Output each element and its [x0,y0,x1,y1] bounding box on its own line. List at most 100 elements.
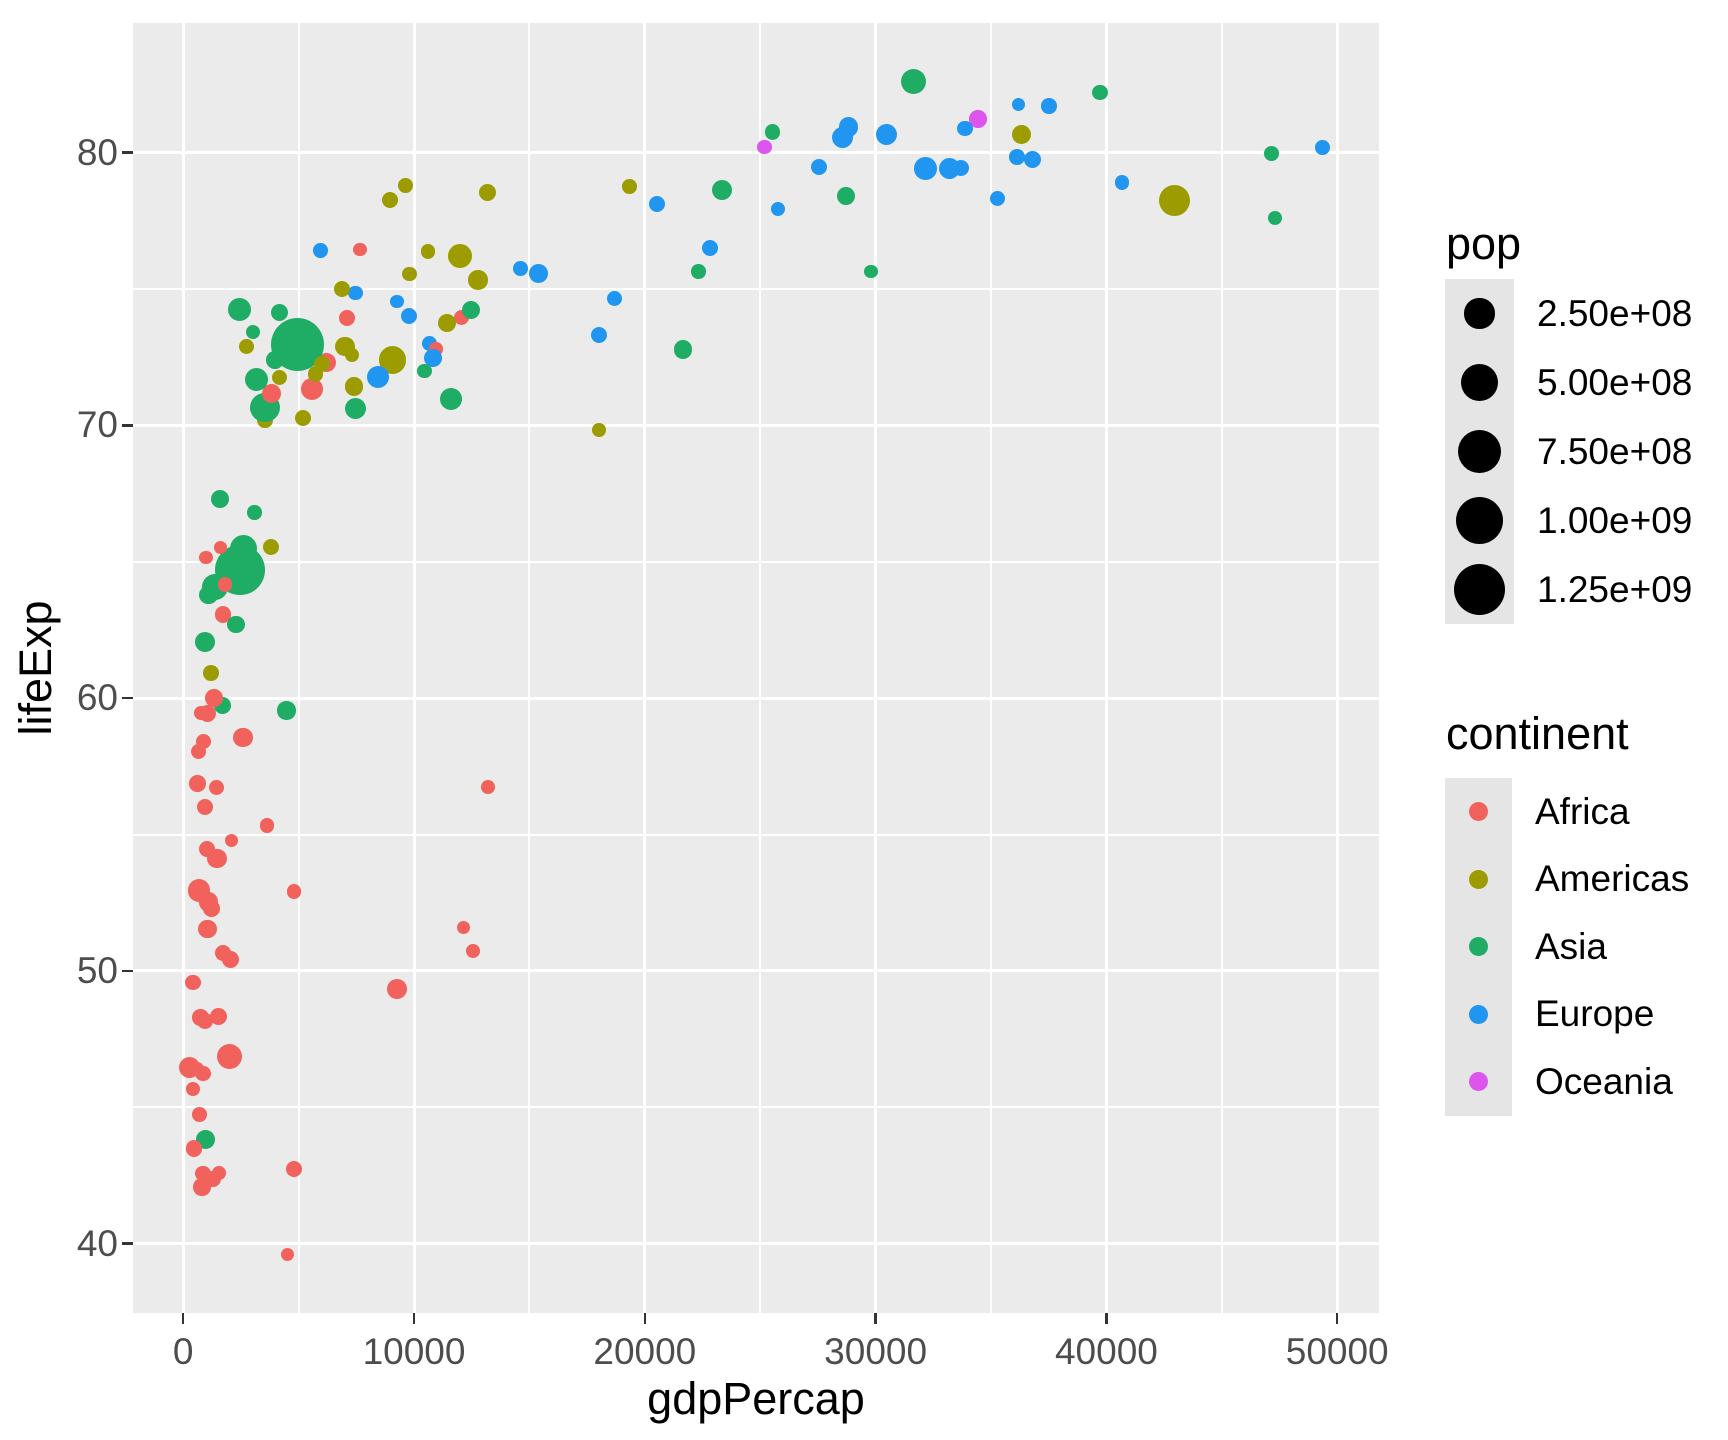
data-point [333,280,351,298]
data-point [271,303,289,322]
minor-gridline-y [133,287,1379,290]
pop-legend-title: pop [1446,218,1522,269]
x-tick-label: 0 [172,1331,194,1372]
data-point [367,365,390,388]
y-tick-mark [122,1242,133,1245]
data-point [757,139,772,155]
data-point [217,577,233,592]
legend-label: Asia [1535,925,1607,967]
data-point [417,363,432,379]
data-point [481,780,495,794]
data-point [989,190,1005,206]
data-point [307,366,324,382]
data-point [277,701,296,720]
data-point [213,540,227,554]
data-point [259,818,275,834]
x-tick-mark [643,1313,647,1324]
data-point [1011,98,1025,112]
continent-legend-row: Asia [1445,913,1689,981]
data-point [216,1043,243,1070]
data-point [590,326,607,343]
data-point [938,157,961,179]
data-point [423,348,442,367]
data-point [194,631,216,652]
data-point [1092,84,1108,100]
x-tick-mark [874,1313,877,1324]
data-point [203,665,219,681]
pop-legend: 2.50e+08 5.00e+08 7.50e+08 1.00e+09 1.25e+09 [1445,279,1692,624]
y-tick-label: 40 [76,1222,118,1264]
data-point [195,1065,212,1082]
continent-dot [1469,802,1488,822]
data-point [402,266,417,282]
data-point [457,921,471,935]
legend-label: Oceania [1535,1060,1673,1102]
data-point [196,1013,213,1030]
data-point [210,1007,228,1026]
data-point [199,585,218,604]
data-point [300,377,324,401]
major-gridline-x [1335,23,1339,1313]
data-point [387,978,408,999]
x-tick-mark [1105,1313,1108,1324]
data-point [196,798,213,815]
data-point [1009,149,1025,166]
data-point [204,688,223,707]
data-point [390,294,404,309]
major-gridline-x [643,23,647,1313]
y-tick-mark [122,424,133,427]
data-point [285,1161,303,1178]
continent-legend-row: Europe [1445,980,1689,1048]
data-point [208,779,225,796]
data-point [621,179,637,195]
x-tick-label: 40000 [1054,1331,1158,1372]
pop-size-dot [1464,298,1495,329]
data-point [198,704,217,723]
data-point [287,884,302,899]
data-point [189,775,206,792]
data-point [312,242,328,258]
major-gridline-x [1104,23,1108,1313]
data-point [198,919,217,939]
data-point [185,1140,203,1157]
data-point [1158,184,1191,217]
data-point [969,109,987,128]
data-point [1263,145,1279,161]
data-point [192,1106,207,1122]
pop-legend-row: 1.25e+09 [1445,555,1692,624]
data-point [199,840,216,858]
legend-key [1445,348,1514,417]
data-point [245,367,269,391]
x-tick-mark [1335,1313,1339,1324]
continent-dot [1469,869,1488,889]
pop-legend-row: 2.50e+08 [1445,279,1692,348]
data-point [810,158,827,175]
minor-gridline-y [133,833,1379,836]
data-point [702,240,719,257]
legend-label: Americas [1535,858,1690,900]
major-gridline-y [133,696,1379,700]
data-point [185,1081,201,1096]
pop-size-dot [1453,563,1506,616]
data-point [1011,125,1031,145]
data-point [673,340,693,359]
y-axis-title: lifeExp [10,600,61,736]
data-point [261,384,281,404]
data-point [1267,211,1283,226]
y-tick-mark [122,969,133,973]
legend-label: Europe [1535,993,1655,1035]
major-gridline-y [133,423,1379,427]
minor-gridline-x [990,23,992,1313]
legend-label: 1.25e+09 [1537,568,1693,610]
major-gridline-y [133,969,1379,973]
minor-gridline-x [297,23,300,1313]
data-point [214,606,231,623]
y-tick-mark [122,696,133,700]
legend-label: 2.50e+08 [1537,292,1693,334]
data-point [224,833,238,847]
data-point [294,410,312,427]
data-point [875,123,898,146]
data-point [764,124,780,140]
legend-key [1445,279,1514,348]
data-point [1041,98,1057,114]
